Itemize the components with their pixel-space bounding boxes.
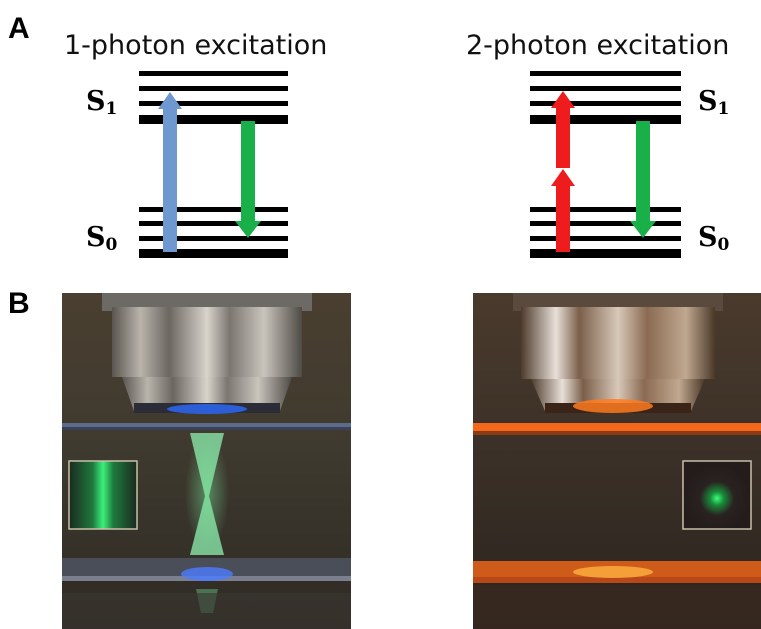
- right-emission-arrow: [630, 121, 656, 238]
- panel-label-b: B: [8, 287, 30, 320]
- two-photon-title: 2-photon excitation: [466, 30, 730, 61]
- right-energy-levels: [530, 71, 681, 258]
- two-photon-photo: [473, 293, 761, 629]
- left-emission-arrow: [235, 121, 261, 238]
- two-photon-absorption-arrow-upper: [551, 91, 575, 168]
- left-s0-label: S0: [86, 222, 118, 255]
- two-photon-photo-illustration: [473, 293, 761, 629]
- one-photon-photo-illustration: [62, 293, 351, 629]
- two-photon-absorption-arrow-lower: [551, 169, 575, 252]
- left-s1-label: S1: [86, 86, 118, 119]
- jablonski-diagrams: [139, 71, 681, 258]
- panel-label-a: A: [8, 12, 30, 45]
- one-photon-title: 1-photon excitation: [64, 30, 328, 61]
- one-photon-photo: [62, 293, 351, 629]
- left-energy-levels: [139, 71, 288, 258]
- one-photon-absorption-arrow: [158, 92, 182, 252]
- right-s0-label: S0: [698, 222, 730, 255]
- right-s1-label: S1: [698, 86, 730, 119]
